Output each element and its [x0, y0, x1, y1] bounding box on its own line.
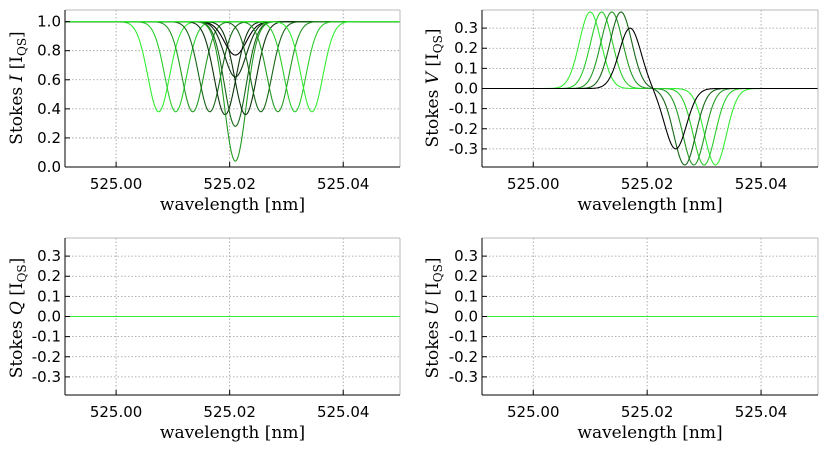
y-tick-label: 0.1: [454, 59, 478, 77]
x-tick-label: 525.00: [90, 175, 143, 193]
x-tick-label: 525.02: [203, 403, 256, 421]
x-axis-label: wavelength [nm]: [160, 195, 305, 215]
y-tick-label: -0.2: [32, 348, 61, 366]
x-tick-label: 525.02: [621, 403, 674, 421]
series-line-i-10: [65, 21, 400, 116]
x-tick-label: 525.04: [317, 175, 370, 193]
y-tick-label: -0.1: [32, 328, 61, 346]
x-tick-label: 525.02: [621, 175, 674, 193]
x-tick-label: 525.04: [735, 175, 788, 193]
y-axis-label: Stokes V [IQS]: [423, 29, 445, 148]
y-tick-label: -0.3: [32, 368, 61, 386]
x-tick-label: 525.00: [507, 175, 560, 193]
x-axis-label: wavelength [nm]: [160, 423, 305, 443]
series-line-v-5: [482, 27, 818, 150]
y-tick-label: 0.8: [37, 42, 61, 60]
y-axis-label: Stokes Q [IQS]: [7, 258, 29, 379]
y-tick-label: 0.0: [37, 158, 61, 176]
y-tick-label: 0.6: [37, 71, 61, 89]
panel-stokes-v: 0.3 0.2 0.1 0.0 -0.1 -0.2 -0.3 525.00 525.02 525.…: [423, 9, 819, 215]
y-tick-label: 0.1: [37, 287, 61, 305]
y-tick-label: -0.1: [449, 100, 478, 118]
y-tick-label: 0.2: [454, 39, 478, 57]
x-tick-label: 525.00: [90, 403, 143, 421]
y-tick-label: 0.3: [37, 247, 61, 265]
panel-stokes-u: 0.3 0.2 0.1 0.0 -0.1 -0.2 -0.3 525.00 525.02 525.…: [423, 237, 819, 443]
panel-stokes-i: 0.0 0.2 0.4 0.6 0.8 1.0 525.00 525.02 525.04 wave…: [7, 9, 401, 215]
y-tick-label: 0.0: [37, 308, 61, 326]
y-tick-label: 1.0: [37, 13, 61, 31]
x-tick-label: 525.02: [203, 175, 256, 193]
y-tick-label: 0.0: [454, 308, 478, 326]
series-line-i-14: [65, 21, 400, 113]
series-line-i-6: [65, 21, 400, 56]
y-tick-label: 0.4: [37, 100, 61, 118]
y-tick-label: -0.2: [449, 348, 478, 366]
x-tick-label: 525.00: [507, 403, 560, 421]
y-tick-label: -0.2: [449, 120, 478, 138]
y-axis-label: Stokes U [IQS]: [423, 258, 445, 379]
y-tick-label: 0.3: [454, 247, 478, 265]
series-line-i-8: [65, 21, 400, 127]
y-tick-label: -0.3: [449, 140, 478, 158]
x-axis-label: wavelength [nm]: [577, 423, 722, 443]
y-tick-label: 0.3: [454, 19, 478, 37]
y-tick-label: 0.1: [454, 287, 478, 305]
x-tick-label: 525.04: [317, 403, 370, 421]
x-axis-label: wavelength [nm]: [577, 195, 722, 215]
y-tick-label: 0.2: [454, 267, 478, 285]
y-tick-label: 0.0: [454, 80, 478, 98]
y-tick-label: 0.2: [37, 129, 61, 147]
x-tick-label: 525.04: [735, 403, 788, 421]
panel-stokes-q: 0.3 0.2 0.1 0.0 -0.1 -0.2 -0.3 525.00 525.02 525.…: [7, 237, 401, 443]
y-tick-label: 0.2: [37, 267, 61, 285]
y-axis-label: Stokes I [IQS]: [7, 31, 29, 144]
y-tick-label: -0.1: [449, 328, 478, 346]
y-tick-label: -0.3: [449, 368, 478, 386]
series-line-i-9: [65, 21, 400, 162]
